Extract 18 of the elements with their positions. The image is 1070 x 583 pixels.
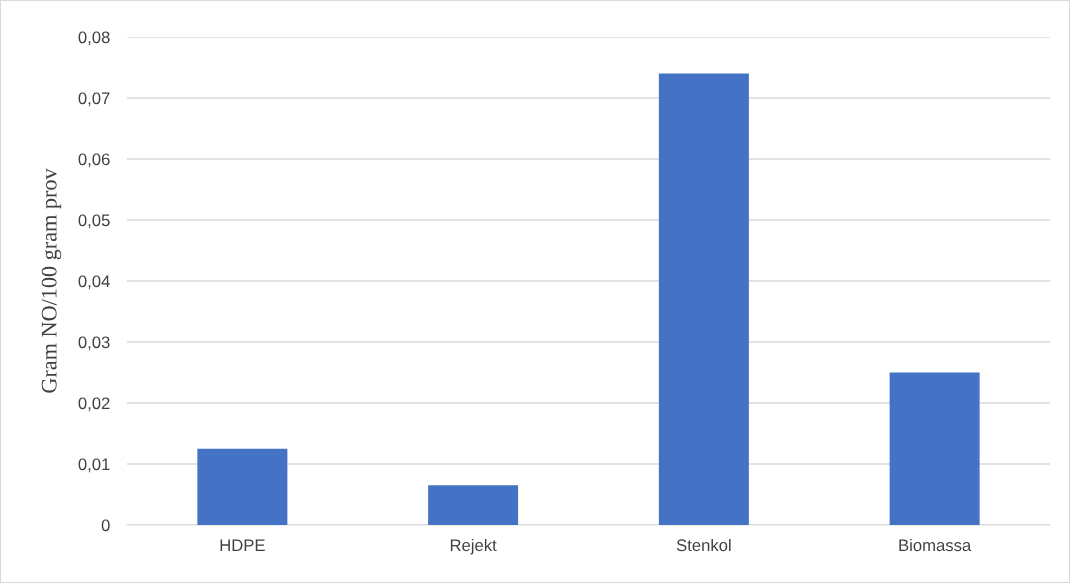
y-tick-label: 0,04 xyxy=(78,275,110,290)
bar xyxy=(889,372,980,525)
y-axis-title: Gram NO/100 gram prov xyxy=(41,168,62,393)
bar xyxy=(428,485,519,525)
y-tick-label: 0,07 xyxy=(78,92,110,107)
y-tick-label: 0,01 xyxy=(78,458,110,473)
bar xyxy=(197,448,288,525)
x-tick-label: Rejekt xyxy=(450,538,497,555)
bar xyxy=(658,73,749,525)
x-tick-label: Stenkol xyxy=(676,538,731,552)
y-tick-label: 0,08 xyxy=(78,31,110,46)
y-tick-label: 0,06 xyxy=(78,153,110,168)
y-tick-label: 0 xyxy=(101,519,110,532)
y-tick-label: 0,03 xyxy=(78,336,110,351)
y-tick-label: 0,02 xyxy=(78,397,110,412)
y-tick-label: 0,05 xyxy=(78,214,110,229)
x-tick-label: HDPE xyxy=(220,539,265,551)
x-tick-label: Biomassa xyxy=(899,538,972,552)
